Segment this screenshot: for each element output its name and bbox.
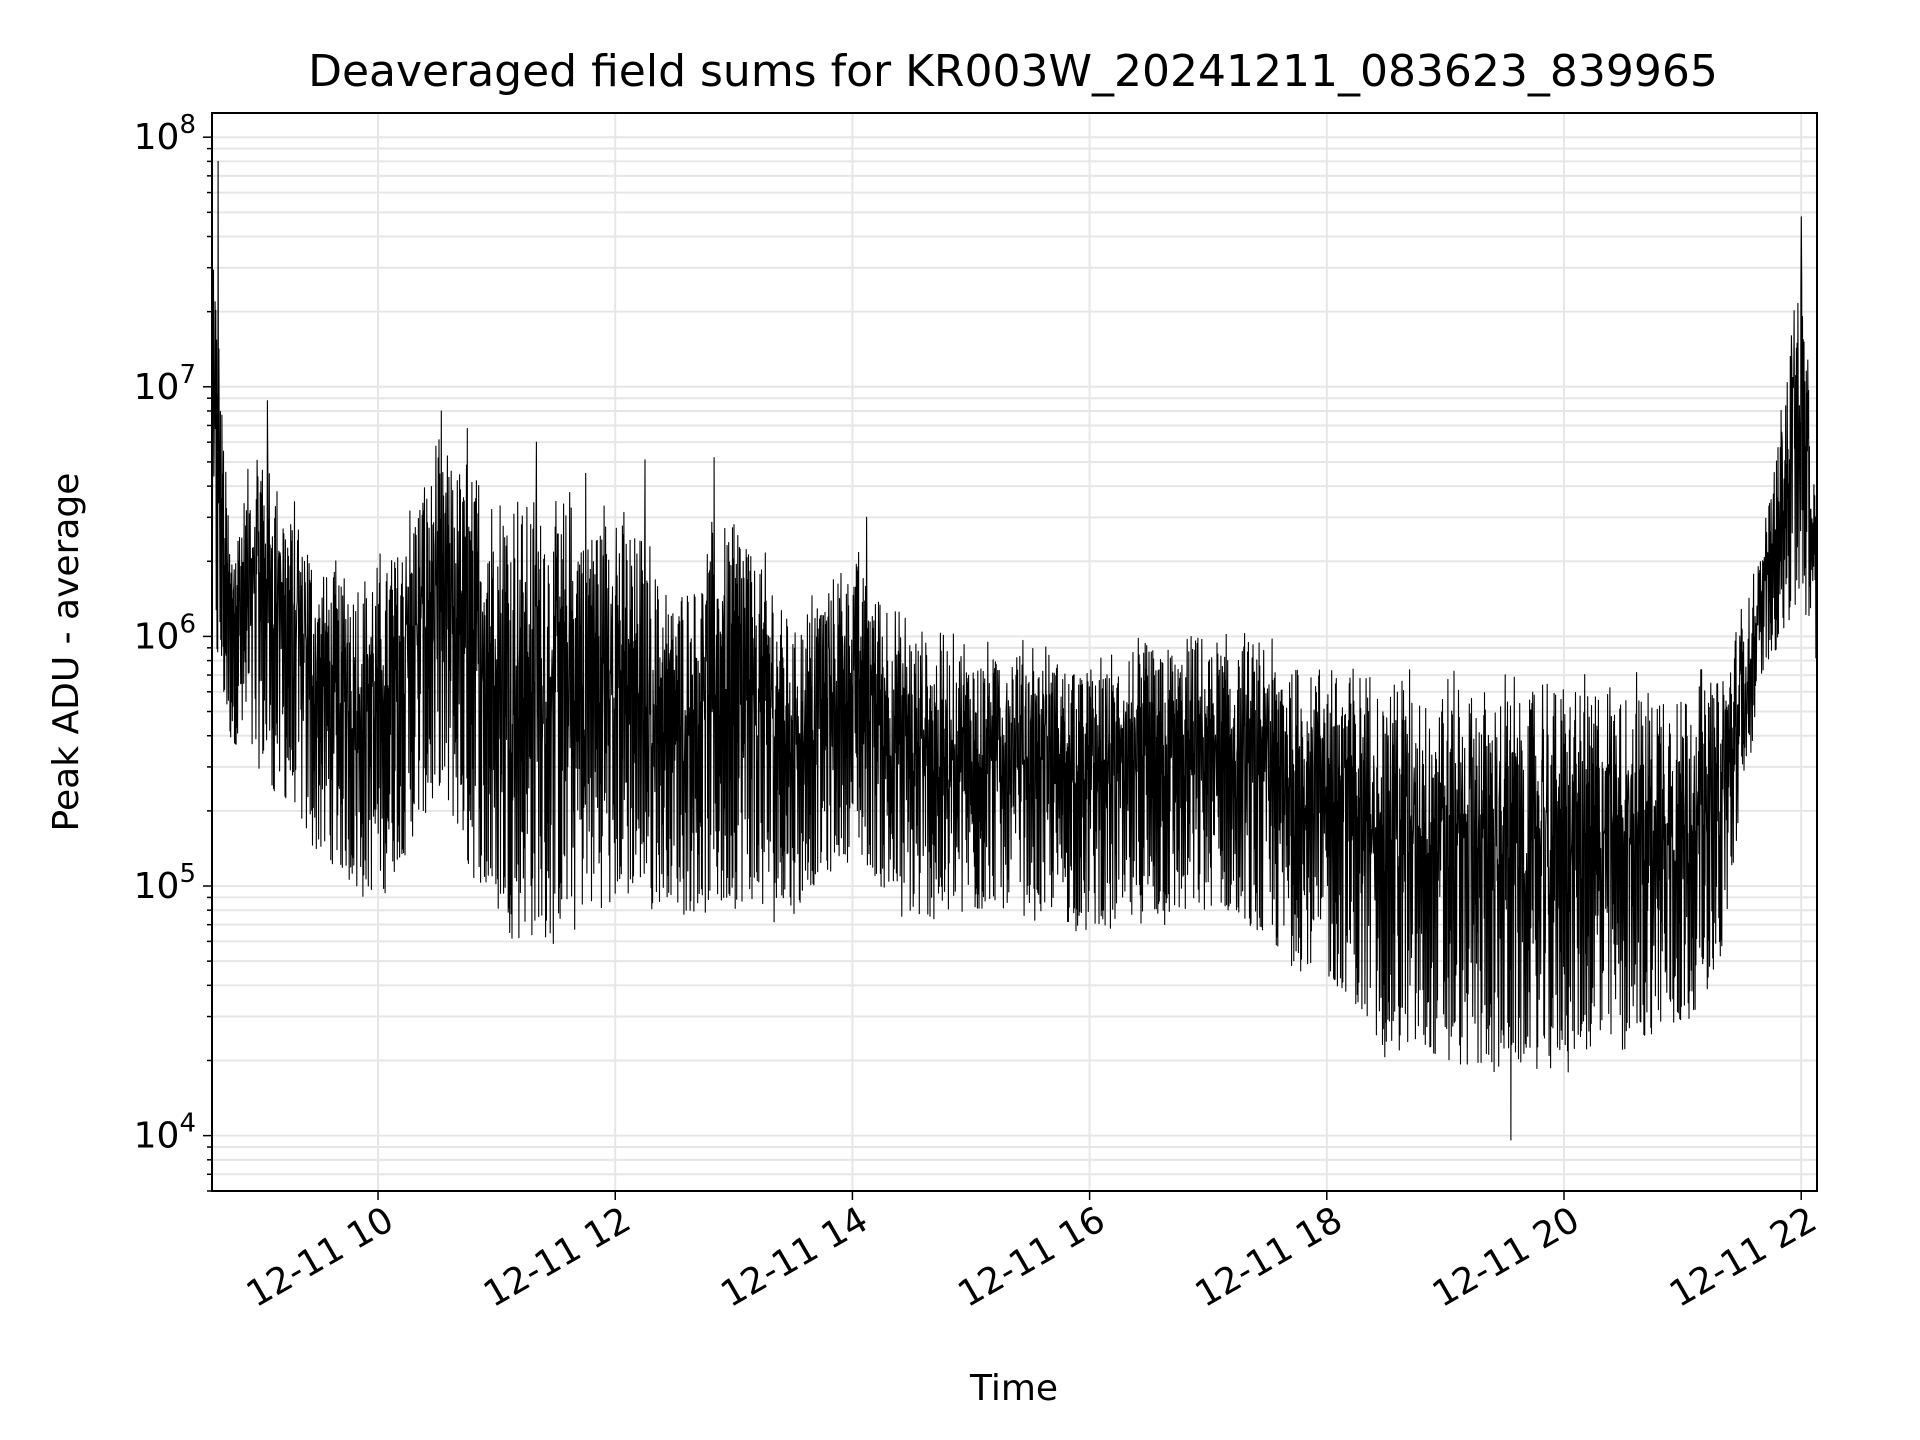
y-tick-label: 108 <box>134 110 196 158</box>
y-axis-label: Peak ADU - average <box>46 473 87 832</box>
x-tick-label: 12-11 16 <box>951 1199 1112 1315</box>
x-axis-label: Time <box>969 1368 1058 1409</box>
x-axis: 12-11 10 12-11 12 12-11 14 12-11 16 12-11 18… <box>240 1191 1824 1316</box>
y-tick-label: 106 <box>134 609 196 657</box>
x-tick-label: 12-11 12 <box>477 1199 638 1315</box>
plot-frame <box>211 112 1818 1192</box>
y-tick-label: 107 <box>134 360 196 408</box>
x-tick-label: 12-11 20 <box>1426 1199 1587 1315</box>
y-tick-label: 104 <box>134 1109 196 1157</box>
x-tick-label: 12-11 14 <box>714 1199 875 1315</box>
series-line <box>212 160 1817 1141</box>
chart-title: Deaveraged field sums for KR003W_2024121… <box>308 46 1718 97</box>
y-tick-label: 105 <box>134 859 196 907</box>
x-tick-label: 12-11 22 <box>1663 1199 1824 1315</box>
grid <box>212 113 1817 1192</box>
x-tick-label: 12-11 18 <box>1189 1199 1350 1315</box>
x-tick-label: 12-11 10 <box>240 1199 401 1315</box>
y-axis: 104 105 106 107 108 <box>134 110 212 1192</box>
